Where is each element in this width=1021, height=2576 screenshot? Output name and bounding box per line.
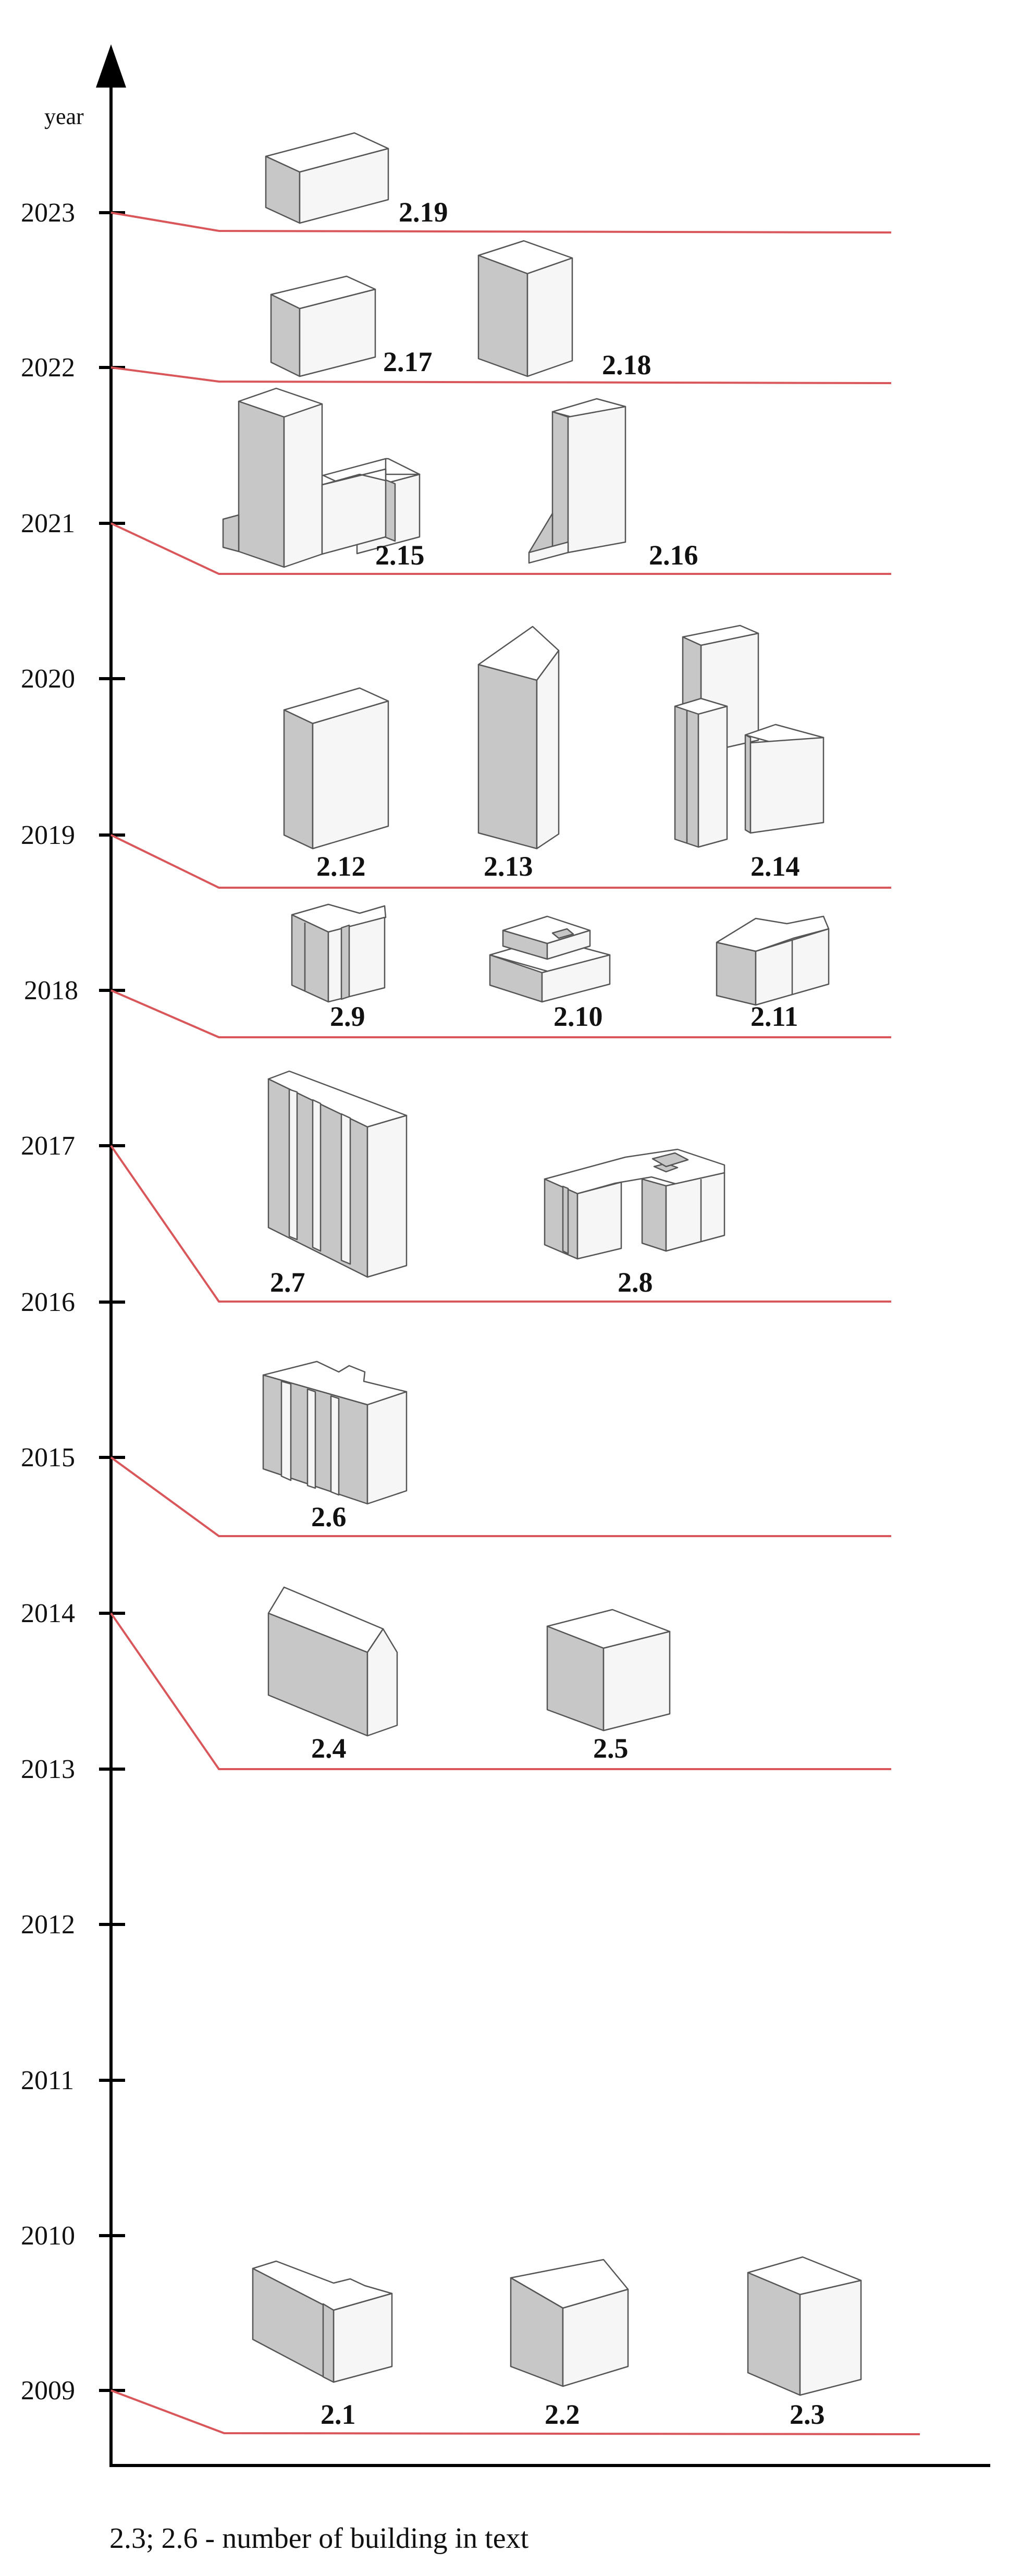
building-2-4 [267,1586,398,1737]
year-label: 2011 [21,2066,74,2095]
year-label: 2023 [21,198,75,228]
year-label: 2012 [21,1910,75,1940]
year-label: 2013 [21,1755,75,1784]
building-label: 2.18 [602,349,651,381]
building-2-19 [265,132,389,224]
baseline-2022 [110,366,892,384]
building-label: 2.6 [311,1501,347,1532]
baseline-2018 [110,989,891,1038]
group-baselines [110,212,920,2435]
building-label: 2.12 [316,851,366,882]
baseline-2021 [110,522,891,575]
year-label: 2019 [21,820,75,850]
building-2-9 [291,903,387,1003]
building-label: 2.7 [270,1267,305,1298]
year-labels: 2023 2022 2021 2020 2019 2018 2017 2016 … [21,198,78,2406]
building-label: 2.17 [383,346,433,377]
building-label: 2.14 [751,851,800,882]
building-2-15 [222,387,421,568]
axis-unit-label: year [44,104,84,129]
year-label: 2016 [21,1287,75,1317]
building-2-12 [283,687,389,850]
building-label: 2.11 [751,1001,798,1032]
year-label: 2009 [21,2376,75,2406]
building-2-6 [262,1360,408,1505]
building-label: 2.13 [484,851,533,882]
building-2-10 [489,915,611,1003]
building-label: 2.8 [618,1267,653,1298]
building-2-11 [716,915,830,1006]
building-label: 2.15 [375,539,425,571]
building-label: 2.10 [553,1001,603,1032]
building-2-1 [252,2260,393,2383]
axis-arrow-head [96,44,126,88]
building-2-13 [477,625,560,850]
year-label: 2017 [21,1131,75,1161]
building-2-7 [267,1070,408,1278]
building-2-17 [270,275,376,377]
building-label: 2.2 [545,2399,580,2430]
building-2-18 [477,240,573,377]
year-label: 2010 [21,2221,75,2251]
year-label: 2020 [21,664,75,694]
building-2-8 [544,1148,725,1260]
building-label: 2.16 [649,539,698,571]
year-label: 2014 [21,1599,75,1628]
building-2-5 [546,1609,671,1732]
baseline-2017 [110,1145,891,1303]
building-label: 2.3 [790,2399,825,2430]
baseline-2019 [110,834,891,889]
baseline-2015 [110,1456,891,1537]
building-2-16 [528,398,626,564]
building-2-2 [510,2259,629,2387]
baseline-2023 [110,212,892,234]
year-label: 2022 [21,353,75,383]
building-2-14 [674,624,825,848]
baseline-2009 [110,2389,920,2435]
building-label: 2.5 [593,1733,629,1764]
building-label: 2.4 [311,1733,347,1764]
building-label: 2.9 [330,1001,365,1032]
footnote: 2.3; 2.6 - number of building in text [109,2522,529,2555]
building-2-3 [747,2256,862,2396]
baseline-2014 [110,1612,891,1770]
building-label: 2.1 [321,2399,356,2430]
building-label: 2.19 [399,197,448,228]
year-label: 2021 [21,509,75,538]
year-label: 2015 [21,1443,75,1473]
year-label: 2018 [24,976,78,1005]
